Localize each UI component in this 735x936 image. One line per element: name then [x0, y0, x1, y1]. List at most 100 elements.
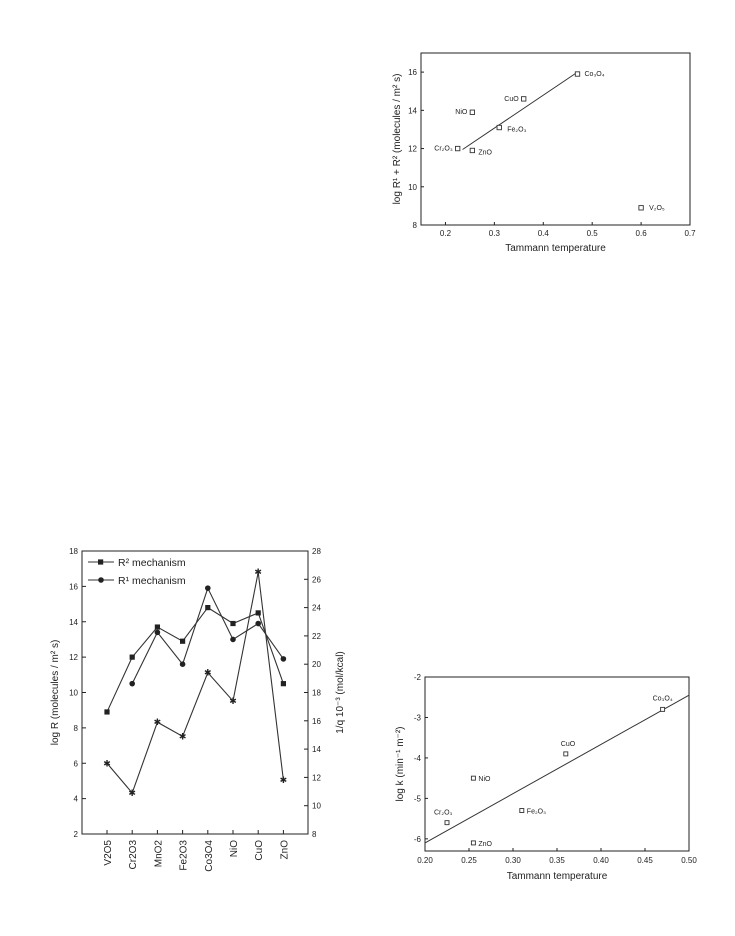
series-line	[106, 572, 284, 795]
series-marker-circle	[255, 620, 261, 627]
y-tick-label: -5	[414, 794, 422, 803]
x-tick-label: 0.2	[440, 229, 452, 238]
y2-tick-label: 12	[312, 773, 321, 782]
x-tick-label: 0.40	[593, 856, 609, 865]
point-label: Cr₂O₃	[434, 810, 453, 817]
y-axis-title: log k (min⁻¹ m⁻²)	[395, 727, 406, 802]
series-marker-circle	[129, 680, 135, 687]
y2-tick-label: 14	[312, 745, 321, 754]
y-tick-label: -6	[414, 835, 422, 844]
x-tick-label: 0.7	[684, 229, 696, 238]
y2-tick-label: 24	[312, 604, 321, 613]
data-point	[521, 96, 527, 102]
point-label: ZnO	[478, 149, 492, 156]
y2-tick-label: 8	[312, 830, 317, 839]
y-tick-label: 10	[408, 183, 417, 192]
legend-marker-circle	[98, 577, 104, 583]
x-tick-label: 0.5	[587, 229, 599, 238]
category-label: Co3O4	[204, 840, 215, 872]
point-label: CuO	[504, 96, 519, 103]
plot-frame	[420, 52, 691, 226]
category-label: V2O5	[103, 840, 114, 866]
point-label: V₂O₅	[649, 205, 665, 212]
category-label: Cr2O3	[128, 840, 139, 870]
legend-label: R¹ mechanism	[118, 575, 186, 587]
y-tick-label: 2	[74, 830, 79, 839]
series-marker-circle	[230, 636, 236, 643]
data-point	[444, 820, 450, 826]
y-tick-label: -2	[414, 673, 422, 682]
series-marker-square	[255, 610, 261, 616]
data-point	[455, 145, 461, 152]
legend-label: R² mechanism	[118, 557, 186, 569]
tammann-rate-scatter-chart: 0.2 0.3 0.4 0.5 0.6 0.7 8 10 12 14 16 Tammann tempe…	[392, 52, 696, 254]
x-tick-label: 0.20	[417, 856, 433, 865]
point-label: Fe₂O₃	[507, 127, 526, 134]
fit-line	[462, 71, 578, 150]
series-marker-square	[280, 681, 286, 687]
y-tick-label: 8	[74, 724, 79, 733]
series-marker-circle	[280, 656, 287, 662]
y-tick-label: 10	[69, 689, 78, 698]
category-label: ZnO	[279, 840, 290, 860]
point-label: NiO	[478, 776, 491, 783]
y-tick-label: 16	[69, 582, 78, 591]
point-label: Cr₂O₃	[434, 146, 453, 153]
x-tick-label: 0.30	[505, 856, 521, 865]
data-point	[469, 147, 476, 154]
x-tick-label: 0.3	[489, 229, 501, 238]
data-point	[470, 840, 476, 846]
point-label: NiO	[455, 109, 468, 116]
category-label: CuO	[254, 840, 265, 861]
y-axis-title: log R¹ + R² (molecules / m² s)	[392, 74, 403, 205]
x-tick-label: 0.35	[549, 856, 565, 865]
fit-line	[424, 694, 690, 844]
y-tick-label: 8	[413, 221, 418, 230]
x-tick-label: 0.6	[636, 229, 648, 238]
series-marker-star: ✱	[154, 717, 162, 727]
point-label: ZnO	[478, 841, 492, 848]
plot-frame	[424, 676, 690, 852]
series-marker-star: ✱	[179, 731, 187, 741]
y-tick-label: 14	[408, 106, 417, 115]
category-label: Fe2O3	[179, 840, 190, 871]
y-tick-label: -4	[414, 754, 422, 763]
data-point	[638, 205, 644, 211]
y-tick-label: 4	[74, 795, 79, 804]
series-marker-star: ✱	[229, 696, 237, 706]
data-point	[496, 124, 502, 131]
y2-tick-label: 28	[312, 547, 321, 556]
data-point	[574, 71, 581, 77]
series-marker-star: ✱	[204, 668, 212, 678]
point-label: Fe₂O₃	[527, 809, 546, 816]
data-point	[469, 109, 476, 115]
y-tick-label: 12	[69, 653, 78, 662]
x-axis-title: Tammann temperature	[505, 243, 606, 254]
series-marker-circle	[205, 585, 211, 591]
x-tick-label: 0.50	[681, 856, 697, 865]
series-marker-circle	[154, 629, 161, 636]
y-tick-label: 6	[74, 759, 79, 768]
data-point	[470, 775, 476, 781]
x-tick-label: 0.45	[637, 856, 653, 865]
legend-marker-square	[98, 559, 104, 565]
point-label: CuO	[561, 741, 576, 748]
x-axis-title: Tammann temperature	[507, 871, 608, 882]
data-point	[519, 808, 525, 813]
y2-tick-label: 26	[312, 575, 321, 584]
category-label: NiO	[229, 840, 240, 857]
y2-tick-label: 18	[312, 689, 321, 698]
series-marker-star: ✱	[254, 567, 262, 577]
x-tick-label: 0.25	[461, 856, 477, 865]
data-point	[660, 706, 666, 712]
tammann-logk-scatter-chart: 0.20 0.25 0.30 0.35 0.40 0.45 0.50 -6 -5 -4 -3 -2 Ta…	[395, 673, 697, 882]
y-tick-label: 16	[408, 68, 417, 77]
series-marker-square	[129, 654, 135, 660]
series-marker-square	[230, 620, 236, 627]
y2-tick-label: 16	[312, 717, 321, 726]
series-marker-square	[205, 605, 211, 611]
y2-tick-label: 10	[312, 802, 321, 811]
series-marker-star: ✱	[280, 775, 288, 785]
series-marker-star: ✱	[103, 758, 111, 768]
